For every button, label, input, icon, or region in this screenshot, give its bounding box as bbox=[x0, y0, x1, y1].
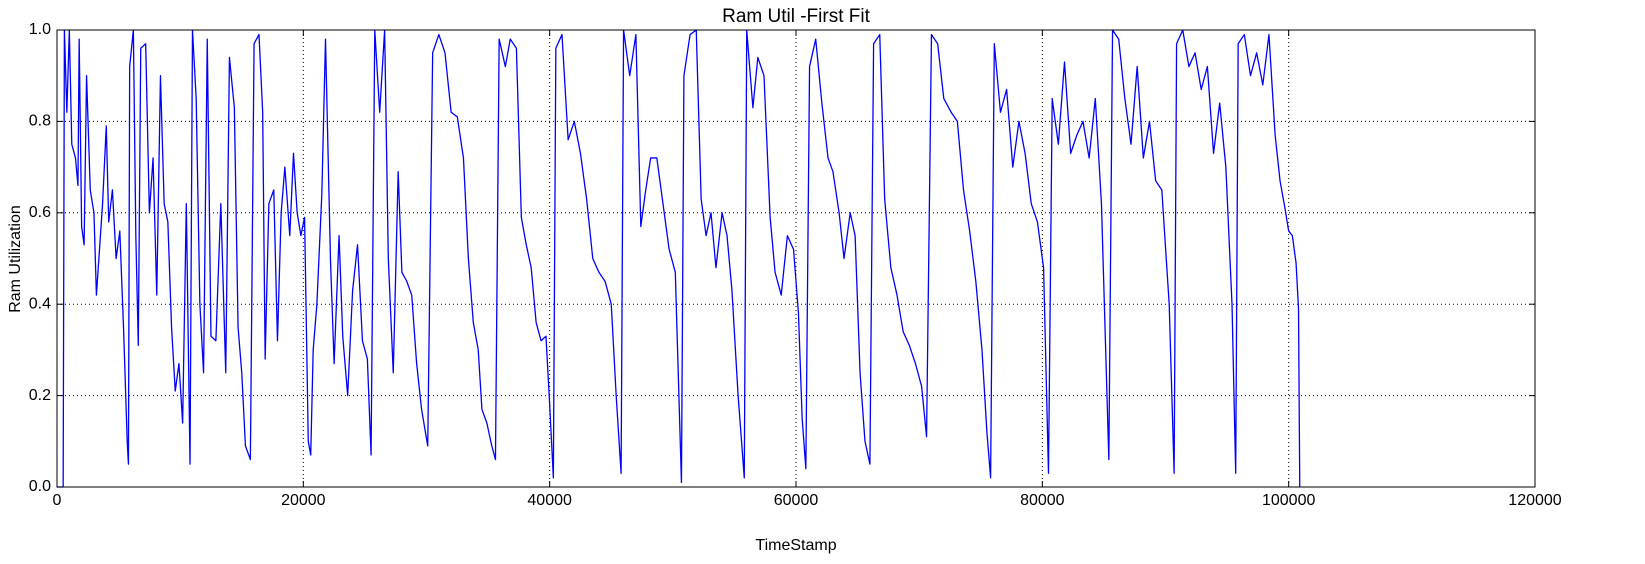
y-tick-label: 0.8 bbox=[29, 113, 51, 130]
chart-title: Ram Util -First Fit bbox=[722, 6, 870, 27]
x-tick-label: 60000 bbox=[774, 492, 819, 509]
x-tick-label: 100000 bbox=[1262, 492, 1315, 509]
x-tick-label: 120000 bbox=[1508, 492, 1561, 509]
y-tick-label: 1.0 bbox=[29, 21, 51, 38]
x-tick-label: 80000 bbox=[1020, 492, 1065, 509]
x-tick-label: 40000 bbox=[527, 492, 572, 509]
y-tick-label: 0.6 bbox=[29, 204, 51, 221]
x-axis-label: TimeStamp bbox=[755, 537, 836, 554]
data-line bbox=[57, 29, 1301, 488]
y-tick-label: 0.0 bbox=[29, 478, 51, 495]
x-tick-label: 0 bbox=[53, 492, 62, 509]
y-axis-label: Ram Utilization bbox=[7, 205, 24, 313]
x-tick-label: 20000 bbox=[281, 492, 326, 509]
y-tick-label: 0.4 bbox=[29, 295, 51, 312]
y-tick-label: 0.2 bbox=[29, 387, 51, 404]
plot-frame bbox=[56, 29, 1536, 488]
